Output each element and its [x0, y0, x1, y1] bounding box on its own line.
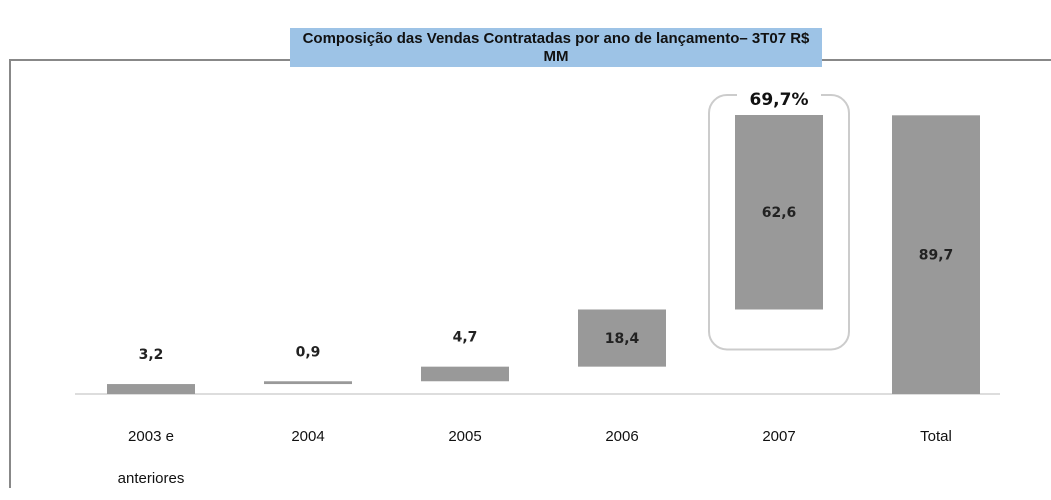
- bar: [735, 115, 823, 310]
- annotation: 69,7%: [750, 90, 809, 110]
- value-label: 0,9: [296, 344, 321, 360]
- bar: [892, 115, 980, 394]
- page: {"chart_data": {"type": "waterfall", "ti…: [9, 28, 1051, 488]
- chart-title: Composição das Vendas Contratadas por an…: [290, 28, 822, 67]
- bar: [421, 366, 509, 382]
- x-tick-label: Total: [920, 428, 952, 445]
- value-label: 62,6: [762, 205, 797, 221]
- x-tick-label: 2007: [762, 428, 796, 445]
- bar: [264, 381, 352, 385]
- x-tick-label: 2004: [291, 428, 325, 445]
- value-label: 18,4: [605, 331, 640, 347]
- chart: 3,2 0,9 4,7 18,4 62,6 69,7% 89,7: [9, 59, 1051, 488]
- value-label: 89,7: [919, 248, 954, 264]
- bar: [107, 384, 195, 394]
- x-tick-label: 2006: [605, 428, 639, 445]
- annotation-bg: [737, 85, 821, 111]
- frame: [9, 59, 290, 488]
- x-tick-label: 2005: [448, 428, 482, 445]
- value-label: 3,2: [139, 347, 164, 363]
- bar: [578, 309, 666, 367]
- value-label: 4,7: [453, 330, 478, 346]
- x-tick-label: 2003 e anteriores: [117, 428, 185, 487]
